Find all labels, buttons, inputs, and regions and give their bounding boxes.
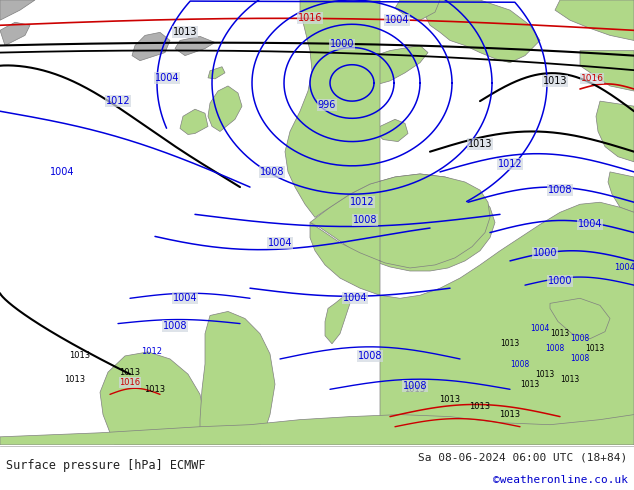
Text: 1008: 1008	[358, 351, 382, 361]
Polygon shape	[175, 36, 215, 56]
Text: 1013: 1013	[543, 76, 567, 86]
Text: 1008: 1008	[353, 216, 377, 225]
Text: 1004: 1004	[578, 220, 602, 229]
Polygon shape	[200, 312, 275, 445]
Text: 1012: 1012	[350, 197, 374, 207]
Text: 1008: 1008	[571, 334, 590, 343]
Polygon shape	[208, 86, 242, 131]
Polygon shape	[208, 67, 225, 79]
Text: 1004: 1004	[530, 324, 550, 333]
Text: 1013: 1013	[560, 375, 579, 384]
Text: 1008: 1008	[260, 167, 284, 177]
Text: 1008: 1008	[163, 320, 187, 331]
Polygon shape	[0, 22, 30, 46]
Text: 1000: 1000	[533, 248, 557, 258]
Text: 1000: 1000	[548, 276, 573, 286]
Polygon shape	[345, 46, 428, 86]
Text: 1012: 1012	[106, 96, 131, 106]
Text: 1004: 1004	[268, 238, 292, 247]
Text: 1013: 1013	[535, 369, 555, 379]
Text: 1008: 1008	[548, 185, 573, 195]
Text: 1004: 1004	[614, 264, 634, 272]
Polygon shape	[550, 298, 610, 339]
Polygon shape	[425, 0, 540, 63]
Text: 1016: 1016	[298, 13, 322, 23]
Polygon shape	[555, 0, 634, 41]
Text: 1013: 1013	[70, 351, 91, 361]
Text: 1004: 1004	[385, 15, 410, 25]
Text: 1013: 1013	[172, 27, 197, 37]
Text: 1000: 1000	[330, 40, 354, 49]
Text: Surface pressure [hPa] ECMWF: Surface pressure [hPa] ECMWF	[6, 459, 206, 472]
Text: 1013: 1013	[585, 344, 605, 353]
Text: 1013: 1013	[468, 139, 492, 148]
Text: 1004: 1004	[155, 73, 179, 83]
Text: 1008: 1008	[571, 354, 590, 364]
Text: 1016: 1016	[581, 74, 604, 83]
Polygon shape	[285, 0, 634, 445]
Text: 1013: 1013	[500, 410, 521, 419]
Text: Sa 08-06-2024 06:00 UTC (18+84): Sa 08-06-2024 06:00 UTC (18+84)	[418, 453, 628, 463]
Text: 1004: 1004	[49, 167, 74, 177]
Text: 1013: 1013	[469, 402, 491, 411]
Text: 1008: 1008	[403, 381, 427, 392]
Text: 1016: 1016	[119, 378, 141, 387]
Text: ©weatheronline.co.uk: ©weatheronline.co.uk	[493, 475, 628, 485]
Polygon shape	[580, 50, 634, 91]
Text: 1013: 1013	[145, 385, 165, 394]
Text: 1012: 1012	[498, 159, 522, 169]
Text: 1004: 1004	[343, 294, 367, 303]
Text: 1012: 1012	[141, 347, 162, 356]
Text: 1013: 1013	[404, 385, 425, 394]
Polygon shape	[0, 0, 35, 20]
Polygon shape	[596, 101, 634, 162]
Polygon shape	[100, 352, 205, 445]
Polygon shape	[310, 174, 495, 271]
Text: 1004: 1004	[172, 294, 197, 303]
Text: 1013: 1013	[500, 339, 520, 348]
Polygon shape	[395, 0, 440, 20]
Polygon shape	[180, 109, 208, 134]
Text: 1013: 1013	[521, 380, 540, 389]
Text: 996: 996	[318, 100, 336, 110]
Text: 1008: 1008	[510, 360, 529, 368]
Polygon shape	[132, 32, 170, 61]
Text: 1008: 1008	[545, 344, 565, 353]
Polygon shape	[325, 295, 350, 344]
Text: 1013: 1013	[65, 375, 86, 384]
Text: 1013: 1013	[439, 395, 460, 404]
Text: 1013: 1013	[119, 368, 141, 377]
Polygon shape	[0, 415, 634, 445]
Polygon shape	[375, 120, 408, 142]
Text: 1013: 1013	[550, 329, 569, 338]
Polygon shape	[608, 172, 634, 212]
